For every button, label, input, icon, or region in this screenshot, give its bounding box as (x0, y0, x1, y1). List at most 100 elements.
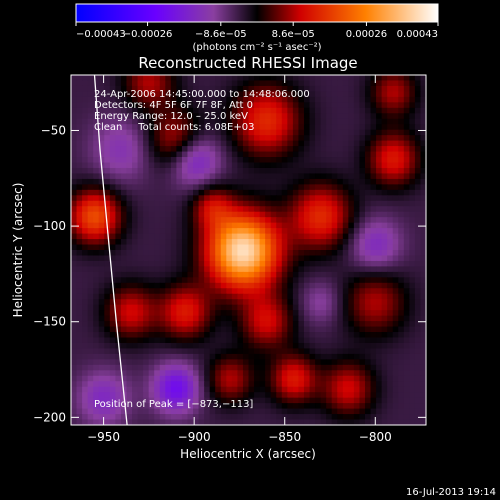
heatmap-cell (159, 326, 166, 333)
heatmap-cell (254, 408, 261, 415)
heatmap-cell (109, 271, 116, 278)
heatmap-cell (137, 102, 144, 109)
heatmap-cell (198, 113, 205, 120)
heatmap-cell (215, 321, 222, 328)
heatmap-cell (215, 408, 222, 415)
heatmap-cell (176, 211, 183, 218)
heatmap-cell (181, 299, 189, 306)
heatmap-cell (287, 96, 294, 103)
heatmap-cell (132, 386, 139, 393)
heatmap-cell (287, 348, 294, 355)
heatmap-cell (204, 266, 211, 273)
heatmap-cell (281, 397, 288, 404)
heatmap-cell (93, 233, 100, 240)
heatmap-cell (104, 200, 111, 207)
heatmap-cell (204, 250, 211, 257)
heatmap-cell (270, 151, 277, 158)
heatmap-cell (126, 414, 133, 421)
heatmap-cell (259, 239, 266, 246)
heatmap-cell (181, 304, 189, 311)
heatmap-cell (326, 244, 333, 251)
heatmap-cell (248, 386, 255, 393)
heatmap-cell (82, 260, 89, 268)
heatmap-cell (176, 107, 183, 114)
heatmap-cell (242, 80, 250, 87)
heatmap-cell (259, 157, 266, 164)
heatmap-cell (376, 206, 383, 213)
heatmap-cell (71, 337, 78, 344)
heatmap-cell (237, 85, 244, 93)
heatmap-cell (370, 250, 377, 257)
heatmap-cell (303, 217, 311, 224)
heatmap-cell (248, 151, 255, 158)
heatmap-cell (154, 250, 161, 257)
heatmap-cell (353, 244, 361, 251)
heatmap-cell (104, 282, 111, 289)
heatmap-cell (204, 408, 211, 415)
heatmap-cell (381, 332, 388, 339)
heatmap-cell (398, 140, 405, 147)
heatmap-cell (254, 167, 261, 175)
heatmap-cell (204, 271, 211, 278)
heatmap-cell (320, 102, 327, 109)
heatmap-cell (159, 233, 166, 240)
heatmap-cell (193, 140, 200, 147)
heatmap-cell (298, 364, 305, 371)
heatmap-cell (309, 233, 316, 240)
heatmap-cell (148, 277, 155, 284)
heatmap-cell (93, 200, 100, 207)
heatmap-cell (287, 140, 294, 147)
heatmap-cell (320, 189, 327, 196)
heatmap-cell (309, 359, 316, 366)
heatmap-cell (315, 419, 322, 425)
heatmap-cell (370, 381, 377, 388)
heatmap-cell (176, 124, 183, 131)
heatmap-cell (392, 392, 399, 399)
heatmap-cell (309, 266, 316, 273)
heatmap-cell (71, 266, 78, 273)
heatmap-cell (337, 260, 344, 268)
heatmap-cell (303, 419, 311, 425)
heatmap-cell (87, 386, 94, 393)
heatmap-cell (181, 293, 189, 300)
heatmap-cell (326, 293, 333, 300)
heatmap-cell (276, 353, 283, 360)
heatmap-cell (403, 85, 410, 93)
heatmap-cell (71, 217, 78, 224)
heatmap-cell (287, 129, 294, 136)
heatmap-cell (292, 195, 300, 202)
heatmap-cell (281, 107, 288, 114)
heatmap-cell (287, 332, 294, 339)
heatmap-cell (409, 75, 416, 82)
heatmap-cell (248, 178, 255, 185)
heatmap-cell (93, 162, 100, 169)
heatmap-cell (132, 162, 139, 169)
heatmap-cell (71, 299, 78, 306)
heatmap-cell (154, 107, 161, 114)
heatmap-cell (237, 151, 244, 158)
heatmap-cell (76, 75, 83, 82)
heatmap-cell (176, 151, 183, 158)
heatmap-cell (353, 375, 361, 382)
heatmap-cell (342, 140, 349, 147)
heatmap-cell (209, 271, 216, 278)
heatmap-cell (387, 162, 394, 169)
heatmap-cell (237, 342, 244, 350)
heatmap-cell (398, 228, 405, 235)
heatmap-cell (320, 129, 327, 136)
heatmap-cell (170, 353, 177, 360)
heatmap-cell (226, 250, 233, 257)
heatmap-cell (132, 310, 139, 317)
heatmap-cell (176, 222, 183, 229)
heatmap-cell (320, 113, 327, 120)
heatmap-cell (315, 271, 322, 278)
heatmap-cell (414, 239, 422, 246)
heatmap-cell (281, 206, 288, 213)
heatmap-cell (187, 135, 194, 142)
heatmap-cell (137, 146, 144, 153)
heatmap-cell (231, 271, 239, 278)
heatmap-cell (292, 113, 300, 120)
heatmap-cell (292, 151, 300, 158)
heatmap-cell (126, 85, 133, 93)
heatmap-cell (281, 184, 288, 191)
